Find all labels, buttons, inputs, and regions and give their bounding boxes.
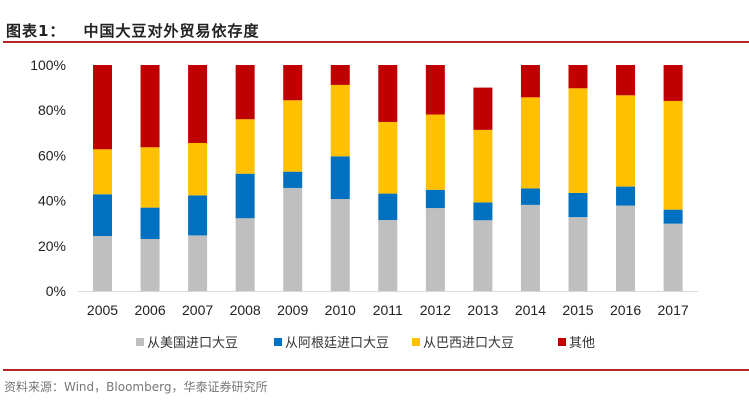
x-tick-label: 2006	[134, 302, 165, 318]
legend-label: 其他	[569, 336, 595, 351]
bar-2010-series-1	[330, 156, 350, 200]
bar-2007-series-3	[188, 65, 208, 143]
x-tick-label: 2009	[277, 302, 308, 318]
x-tick-label: 2008	[230, 302, 261, 318]
bar-2009-series-0	[283, 187, 303, 291]
legend-label: 从巴西进口大豆	[423, 336, 514, 351]
bar-2012-series-2	[425, 114, 445, 190]
legend-swatch	[558, 338, 566, 346]
bar-2014-series-3	[520, 65, 540, 98]
bar-2014-series-0	[520, 204, 540, 291]
bar-2005-series-0	[93, 236, 112, 291]
legend-swatch	[136, 338, 144, 346]
bar-2017-series-1	[663, 209, 683, 224]
bar-2017-series-3	[663, 65, 683, 101]
bar-2016-series-2	[616, 95, 636, 187]
y-tick-label: 80%	[38, 102, 66, 118]
bar-2014-series-1	[520, 188, 540, 205]
bar-2011-series-1	[378, 193, 398, 221]
bar-2011-series-0	[378, 220, 398, 291]
bar-2012-series-1	[425, 189, 445, 209]
bar-2007-series-0	[188, 235, 208, 291]
bar-2016-series-3	[616, 65, 636, 96]
bar-2014-series-2	[520, 97, 540, 189]
y-tick-label: 100%	[30, 57, 66, 73]
x-tick-label: 2013	[467, 302, 498, 318]
bar-2013-series-0	[473, 220, 493, 291]
source-divider	[3, 369, 749, 371]
y-tick-label: 60%	[38, 147, 66, 163]
bar-2016-series-1	[616, 186, 636, 206]
bar-2009-series-1	[283, 171, 303, 188]
source-note: 资料来源：Wind，Bloomberg，华泰证券研究所	[4, 380, 268, 394]
bar-2015-series-2	[568, 88, 588, 193]
y-tick-label: 40%	[38, 193, 66, 209]
bar-2005-series-1	[93, 194, 112, 237]
bar-2013-series-1	[473, 202, 493, 221]
y-tick-label: 0%	[46, 283, 66, 299]
bar-2006-series-3	[140, 65, 160, 148]
bar-2008-series-2	[235, 119, 255, 174]
figure-label: 图表1：	[6, 22, 66, 40]
x-tick-label: 2011	[373, 302, 403, 318]
x-tick-label: 2015	[562, 302, 593, 318]
bar-2008-series-0	[235, 218, 255, 291]
legend-swatch	[274, 338, 282, 346]
bar-2010-series-3	[330, 65, 350, 85]
bar-2017-series-2	[663, 100, 683, 210]
x-tick-label: 2007	[182, 302, 213, 318]
bar-2009-series-2	[283, 100, 303, 172]
x-tick-label: 2014	[515, 302, 546, 318]
legend-label: 从阿根廷进口大豆	[285, 336, 389, 351]
bar-2010-series-0	[330, 199, 350, 291]
figure-title: 中国大豆对外贸易依存度	[83, 22, 260, 40]
bar-2009-series-3	[283, 65, 303, 101]
bar-2015-series-0	[568, 217, 588, 291]
bar-2007-series-2	[188, 142, 208, 196]
bar-2006-series-1	[140, 207, 160, 240]
x-tick-label: 2017	[658, 302, 689, 318]
legend-label: 从美国进口大豆	[147, 336, 238, 351]
legend-swatch	[412, 338, 420, 346]
bar-2017-series-0	[663, 223, 683, 291]
bar-2005-series-2	[93, 149, 112, 195]
bar-2012-series-3	[425, 65, 445, 115]
bar-2012-series-0	[425, 208, 445, 291]
title-divider	[3, 41, 749, 43]
chart-title: 图表1： 中国大豆对外贸易依存度	[6, 20, 259, 41]
bar-2013-series-3	[473, 87, 493, 130]
bar-2006-series-0	[140, 239, 160, 291]
bar-2010-series-2	[330, 84, 350, 157]
bar-2011-series-2	[378, 121, 398, 194]
bar-2007-series-1	[188, 195, 208, 236]
bar-2006-series-2	[140, 147, 160, 208]
bar-2008-series-1	[235, 173, 255, 219]
bar-2015-series-1	[568, 192, 588, 218]
x-tick-label: 2016	[610, 302, 641, 318]
bar-2008-series-3	[235, 65, 255, 120]
x-tick-label: 2010	[325, 302, 356, 318]
bar-2016-series-0	[616, 205, 636, 291]
x-tick-label: 2005	[87, 302, 118, 318]
bar-2005-series-3	[93, 65, 112, 150]
y-tick-label: 20%	[38, 238, 66, 254]
x-tick-label: 2012	[420, 302, 451, 318]
bar-2013-series-2	[473, 129, 493, 203]
bar-2011-series-3	[378, 65, 398, 122]
bar-2015-series-3	[568, 65, 588, 89]
